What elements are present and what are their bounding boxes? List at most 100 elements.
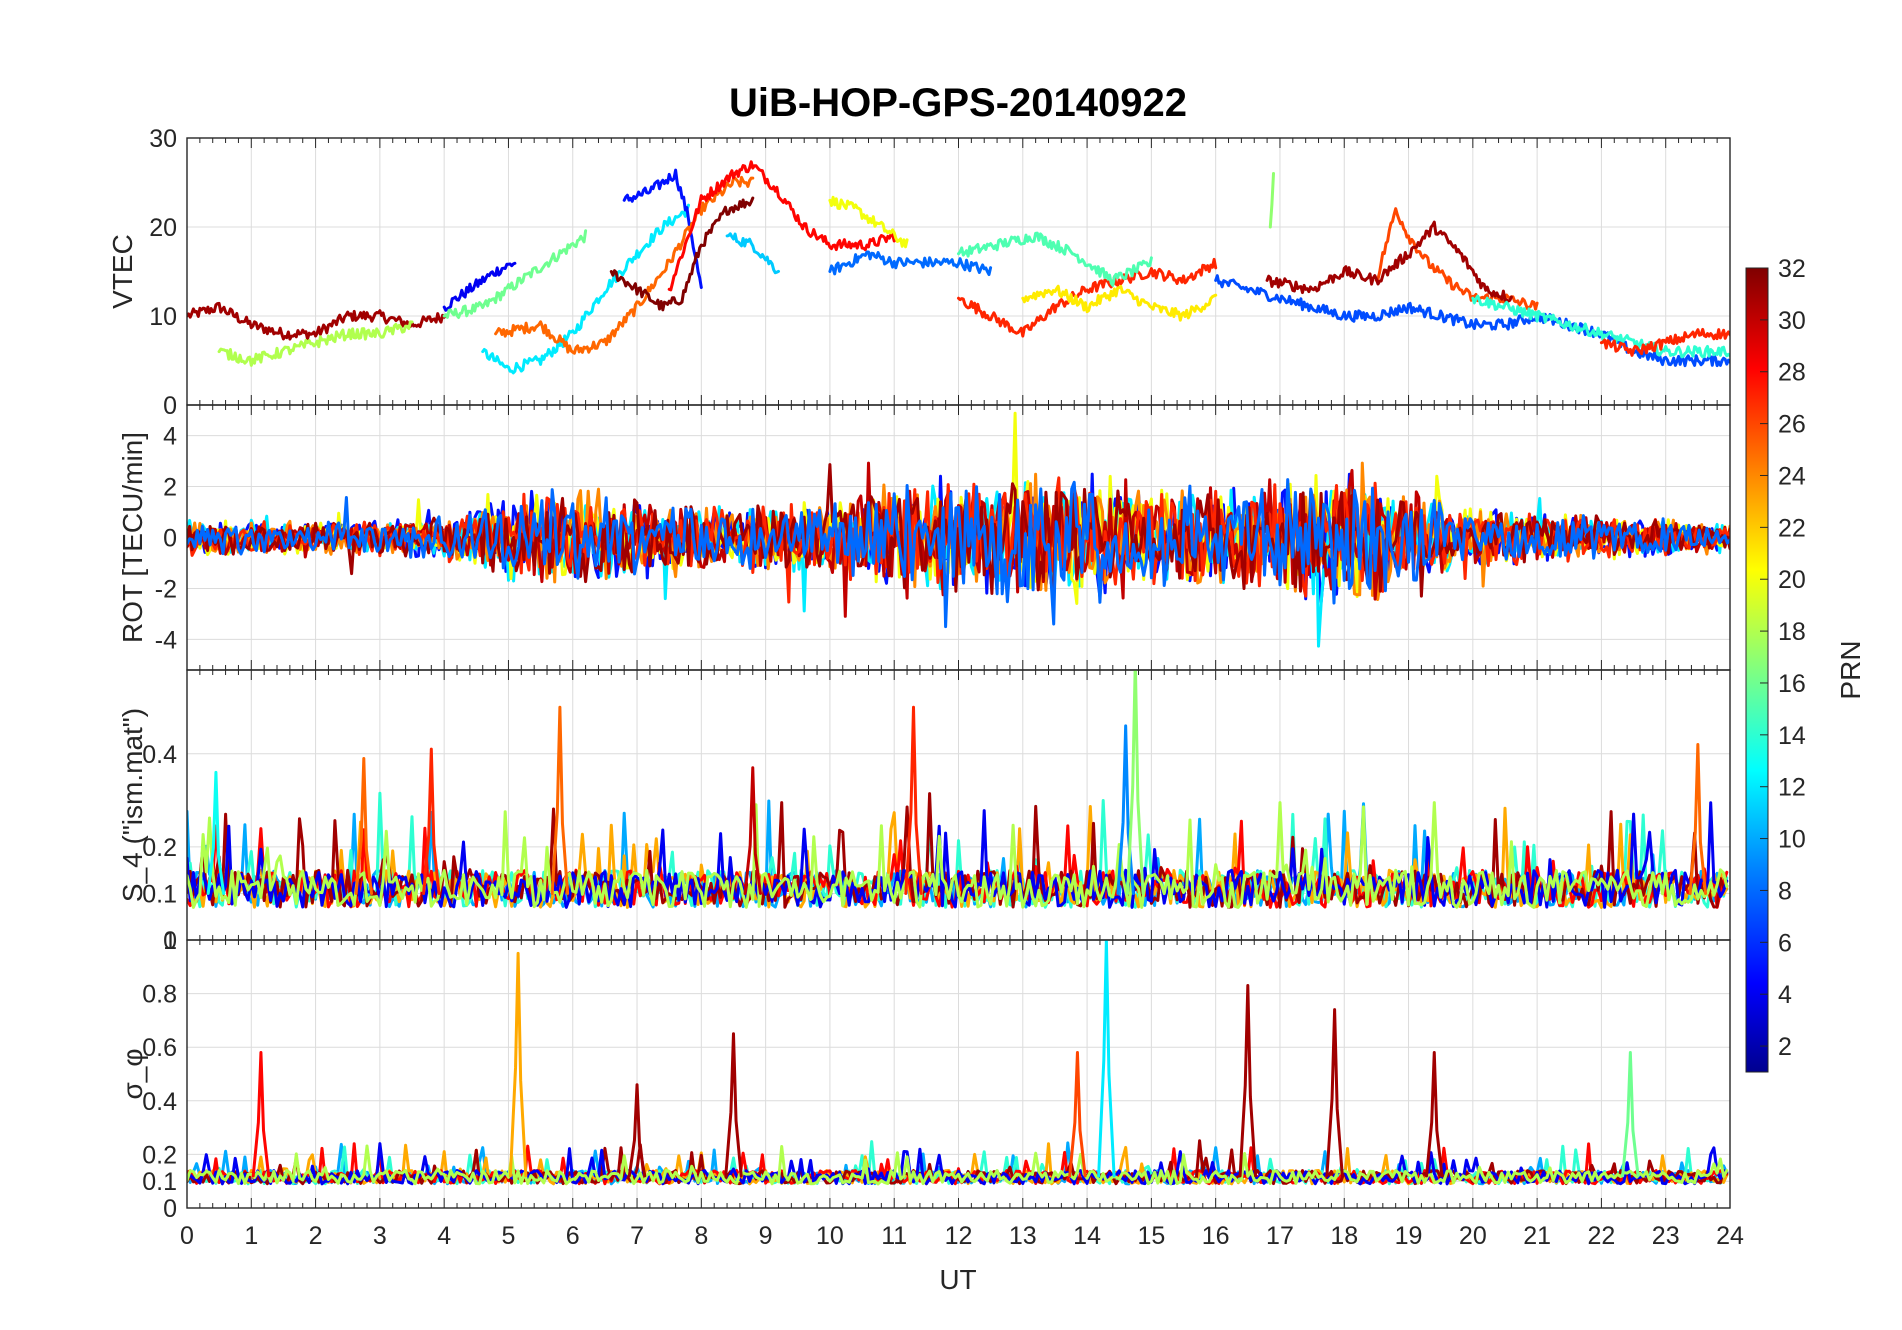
panel-rot: -4 -2 0 2 4 ROT [TECU/min] — [117, 404, 1731, 671]
vtec-series — [667, 160, 896, 292]
x-tick: 20 — [1459, 1222, 1487, 1250]
s4-peak — [354, 756, 374, 895]
colorbar-label: PRN — [1835, 640, 1866, 699]
x-tick: 21 — [1523, 1222, 1551, 1250]
s4-peak — [206, 770, 226, 895]
y-tick-s4: 0.1 — [142, 880, 177, 908]
x-tick: 18 — [1330, 1222, 1358, 1250]
panel-sigphi: 00.10.20.40.60.81σ_φ — [117, 927, 1731, 1223]
s4-peak — [1126, 670, 1145, 895]
s4-peak — [743, 766, 762, 895]
sigphi-peak — [1068, 1051, 1087, 1178]
colorbar-tick: 12 — [1778, 774, 1806, 802]
colorbar-tick: 26 — [1778, 411, 1806, 439]
colorbar-gradient — [1745, 267, 1769, 1073]
y-tick-sigphi: 0.4 — [142, 1088, 177, 1116]
x-tick: 0 — [180, 1222, 194, 1250]
panel-vtec: 0 10 20 30 VTEC — [107, 125, 1731, 420]
x-tick: 19 — [1395, 1222, 1423, 1250]
y-tick-rot: -4 — [155, 626, 177, 654]
colorbar-tick: 8 — [1778, 877, 1792, 905]
x-tick: 17 — [1266, 1222, 1294, 1250]
y-tick-sigphi: 0.1 — [142, 1168, 177, 1196]
y-tick-vtec: 20 — [149, 214, 177, 242]
s4-series — [187, 801, 1729, 909]
sigphi-peak — [1238, 984, 1258, 1178]
y-tick-vtec: 10 — [149, 303, 177, 331]
y-axis-label-rot: ROT [TECU/min] — [117, 432, 148, 643]
s4-peak — [904, 705, 923, 895]
series-group-rot — [187, 411, 1730, 648]
sigphi-peak — [1621, 1051, 1640, 1178]
s4-peak — [550, 705, 570, 895]
x-tick: 24 — [1716, 1222, 1744, 1250]
vtec-series — [609, 196, 755, 312]
colorbar-tick: 2 — [1778, 1033, 1792, 1061]
x-tick: 3 — [373, 1222, 387, 1250]
colorbar-tick: 6 — [1778, 929, 1792, 957]
colorbar-tick: 20 — [1778, 566, 1806, 594]
colorbar-tick: 10 — [1778, 826, 1806, 854]
vtec-series — [217, 320, 414, 367]
x-tick: 11 — [881, 1222, 907, 1250]
y-tick-vtec: 30 — [149, 125, 177, 153]
x-tick: 6 — [566, 1222, 580, 1250]
sigphi-peak — [627, 1083, 647, 1178]
vtec-series — [187, 301, 446, 341]
colorbar-tick: 18 — [1778, 618, 1806, 646]
colorbar-tick: 4 — [1778, 981, 1792, 1009]
vtec-series — [622, 168, 703, 289]
series-group-vtec — [187, 160, 1730, 375]
x-tick: 10 — [816, 1222, 844, 1250]
x-tick: 13 — [1009, 1222, 1037, 1250]
x-tick: 15 — [1137, 1222, 1165, 1250]
y-tick-sigphi: 0.6 — [142, 1034, 177, 1062]
y-tick-s4: 0.4 — [142, 741, 177, 769]
sigphi-peak — [1097, 940, 1116, 1178]
sigphi-peak — [1425, 1051, 1444, 1178]
colorbar-tick: 30 — [1778, 307, 1806, 335]
x-tick: 2 — [309, 1222, 323, 1250]
x-tick: 5 — [502, 1222, 516, 1250]
x-axis: 0 1 2 3 4 5 6 7 8 9 10 11 12 13 14 15 16 17 18 19 20 21 22 23 24 — [180, 1222, 1744, 1250]
y-axis-label-s4: S_4 ("ism.mat") — [117, 708, 148, 902]
vtec-series — [725, 232, 780, 275]
chart-title: UiB-HOP-GPS-20140922 — [729, 81, 1187, 125]
colorbar-tick: 28 — [1778, 359, 1806, 387]
colorbar-tick: 22 — [1778, 514, 1806, 542]
y-tick-rot: -2 — [155, 575, 177, 603]
vtec-series — [1021, 284, 1218, 322]
x-tick: 16 — [1202, 1222, 1230, 1250]
y-tick-sigphi: 0 — [163, 1195, 177, 1223]
vtec-series — [442, 229, 588, 319]
vtec-series — [1599, 327, 1730, 357]
vtec-series — [828, 250, 993, 276]
x-axis-label: UT — [939, 1264, 976, 1295]
y-axis-label-sigphi: σ_φ — [117, 1048, 148, 1099]
colorbar-tick: 14 — [1778, 722, 1806, 750]
sigphi-series — [187, 1144, 1729, 1186]
sigphi-peak — [724, 1032, 743, 1178]
x-tick: 14 — [1073, 1222, 1101, 1250]
y-tick-sigphi: 0.8 — [142, 981, 177, 1009]
rot-series — [187, 478, 1730, 629]
colorbar-tick: 16 — [1778, 670, 1806, 698]
sigphi-peak — [1325, 1008, 1344, 1178]
x-tick: 1 — [244, 1222, 258, 1250]
y-tick-rot: 2 — [163, 474, 177, 502]
y-tick-rot: 0 — [163, 525, 177, 553]
x-tick: 12 — [945, 1222, 973, 1250]
x-tick: 22 — [1588, 1222, 1616, 1250]
series-group-sigphi — [187, 940, 1729, 1186]
y-tick-sigphi: 1 — [163, 927, 177, 955]
vtec-series — [1265, 220, 1513, 303]
vtec-series — [1471, 294, 1730, 359]
vtec-series — [957, 257, 1218, 338]
sigphi-peak — [251, 1051, 271, 1178]
y-axis-label-vtec: VTEC — [107, 234, 138, 309]
vtec-series — [481, 203, 690, 375]
x-tick: 4 — [437, 1222, 451, 1250]
sigphi-peak — [508, 951, 528, 1178]
panel-s4: 0 0.1 0.2 0.4S_4 ("ism.mat") — [117, 669, 1731, 955]
